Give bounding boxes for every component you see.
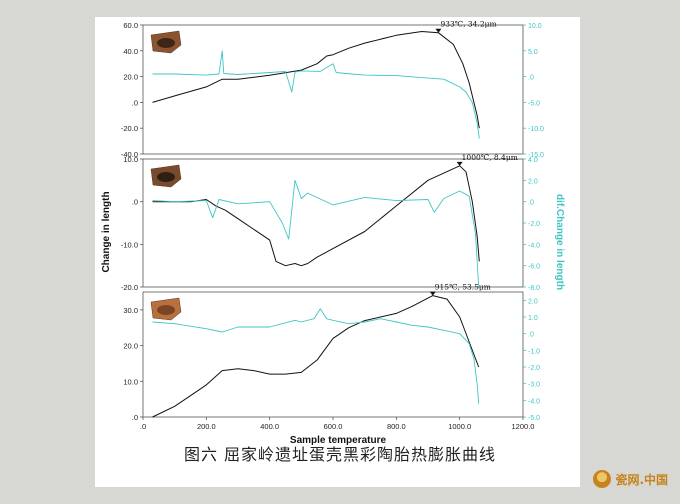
y2-tick-label: -4.0 xyxy=(528,398,540,405)
x-axis-title: Sample temperature xyxy=(290,435,387,446)
y2-tick-label: .0 xyxy=(528,332,534,339)
x-tick-label: 200.0 xyxy=(197,422,216,431)
y2-tick-label: -1.0 xyxy=(528,348,540,355)
change-length-curve xyxy=(152,295,480,418)
figure-card: 60.0 40.0 20.0.0 -20.0 -40.0 10.0 5.0.0 -5.0 -10… xyxy=(95,17,580,487)
y-tick-label: 10.0 xyxy=(123,155,138,164)
y2-tick-label: 10.0 xyxy=(528,23,542,30)
y2-tick-label: 4.0 xyxy=(528,157,538,164)
site-watermark: 瓷网.中国 xyxy=(593,470,668,488)
y2-tick-label: -4.0 xyxy=(528,242,540,249)
y-tick-label: 40.0 xyxy=(123,47,138,56)
x-tick-label: 800.0 xyxy=(387,422,406,431)
y-tick-label: .0 xyxy=(132,413,138,422)
y-tick-label: .0 xyxy=(132,198,138,207)
y2-tick-label: -2.0 xyxy=(528,221,540,228)
y2-tick-label: .0 xyxy=(528,200,534,207)
y-tick-label: 10.0 xyxy=(123,377,138,386)
peak-marker xyxy=(435,28,442,33)
y2-tick-label: -2.0 xyxy=(528,365,540,372)
sample-thumbnail xyxy=(150,297,182,321)
logo-icon xyxy=(593,470,612,488)
peak-marker xyxy=(429,291,436,296)
peak-marker xyxy=(456,161,463,166)
y2-tick-label: 2.0 xyxy=(528,298,538,305)
y2-tick-label: 5.0 xyxy=(528,49,538,56)
y2-tick-label: -10.0 xyxy=(528,126,544,133)
y-tick-label: .0 xyxy=(132,98,138,107)
peak-annotation: 915℃, 53.5μm xyxy=(435,283,491,292)
dif-change-curve xyxy=(152,308,480,404)
x-tick-label: 1200.0 xyxy=(512,422,535,431)
y-axis-title: Change in length xyxy=(101,191,112,272)
x-tick-label: 600.0 xyxy=(324,422,343,431)
y2-axis-title: dif.Change in length xyxy=(554,194,565,290)
y2-tick-label: 1.0 xyxy=(528,315,538,322)
peak-annotation: 1000℃, 8.4μm xyxy=(462,153,518,162)
y-tick-label: -20.0 xyxy=(121,283,138,292)
y-tick-label: 20.0 xyxy=(123,73,138,82)
dif-change-curve xyxy=(152,179,480,288)
thermal-expansion-figure: 60.040.020.0.0-20.0-40.010.05.0.0-5.0-10… xyxy=(101,20,565,446)
y2-tick-label: -5.0 xyxy=(528,415,540,422)
y2-tick-label: -6.0 xyxy=(528,264,540,271)
chart-panel-3: 30.0 20.0 10.0 .0 2.0 1.0 .0 -1.0 -2.0 -3.0 -4.0 -5… xyxy=(123,283,540,431)
change-length-curve xyxy=(152,165,480,267)
y-tick-label: -10.0 xyxy=(121,240,138,249)
y-tick-label: 30.0 xyxy=(123,306,138,315)
peak-annotation: 933℃, 34.2μm xyxy=(440,20,496,29)
y2-tick-label: -15.0 xyxy=(528,152,544,159)
chart-panel-2: 10.0 .0 -10.0 -20.0 4.0 2.0 .0 -2.0 -4.0 -6.0 -8.0… xyxy=(121,153,540,292)
change-length-curve xyxy=(152,31,480,129)
y2-tick-label: -5.0 xyxy=(528,100,540,107)
sample-thumbnail xyxy=(150,164,182,188)
y2-tick-label: .0 xyxy=(528,75,534,82)
dif-change-curve xyxy=(152,50,480,139)
y-tick-label: -40.0 xyxy=(121,150,138,159)
y2-tick-label: 2.0 xyxy=(528,178,538,185)
figure-caption: 图六 屈家岭遗址蛋壳黑彩陶胎热膨胀曲线 xyxy=(183,445,497,464)
y-tick-label: 20.0 xyxy=(123,342,138,351)
x-tick-label: 1000.0 xyxy=(448,422,471,431)
y-tick-label: -20.0 xyxy=(121,124,138,133)
y2-tick-label: -3.0 xyxy=(528,382,540,389)
y-tick-label: 60.0 xyxy=(123,21,138,30)
x-tick-label: 400.0 xyxy=(260,422,279,431)
y2-tick-label: -8.0 xyxy=(528,285,540,292)
watermark-text: 瓷网.中国 xyxy=(615,472,668,487)
plot-frame xyxy=(142,24,524,155)
x-tick-label: .0 xyxy=(140,422,146,431)
sample-thumbnail xyxy=(150,30,182,54)
plot-frame xyxy=(142,291,524,418)
plot-frame xyxy=(142,158,524,288)
chart-panel-1: 60.0 40.0 20.0 .0 -20.0 -40.0 10.0 5.0 .0 -5.0 -10… xyxy=(121,20,544,159)
